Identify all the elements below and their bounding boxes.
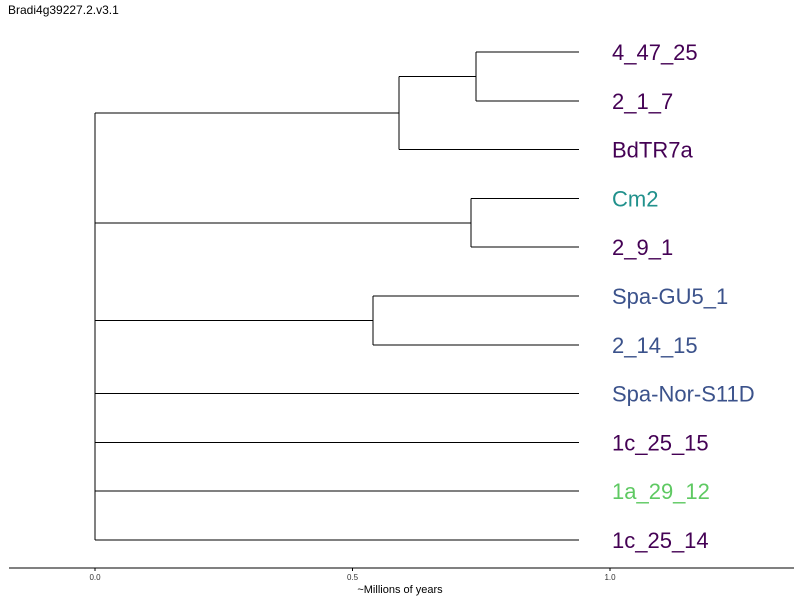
tip-label: 2_9_1 — [612, 235, 673, 260]
tip-label: Spa-GU5_1 — [612, 284, 728, 309]
tip-label: 2_1_7 — [612, 89, 673, 114]
tip-label: 1c_25_15 — [612, 430, 709, 455]
x-tick-label: 0.5 — [347, 573, 359, 582]
tip-label: Cm2 — [612, 186, 658, 211]
tip-label: 1a_29_12 — [612, 479, 710, 504]
tip-label: BdTR7a — [612, 138, 693, 163]
tip-label: Spa-Nor-S11D — [612, 382, 755, 407]
x-tick-label: 1.0 — [604, 573, 616, 582]
page-title: Bradi4g39227.2.v3.1 — [8, 3, 119, 17]
tip-label: 4_47_25 — [612, 40, 698, 65]
tip-label: 1c_25_14 — [612, 528, 709, 553]
tip-label: 2_14_15 — [612, 333, 698, 358]
x-axis-title: ~Millions of years — [357, 584, 443, 596]
x-tick-label: 0.0 — [89, 573, 101, 582]
